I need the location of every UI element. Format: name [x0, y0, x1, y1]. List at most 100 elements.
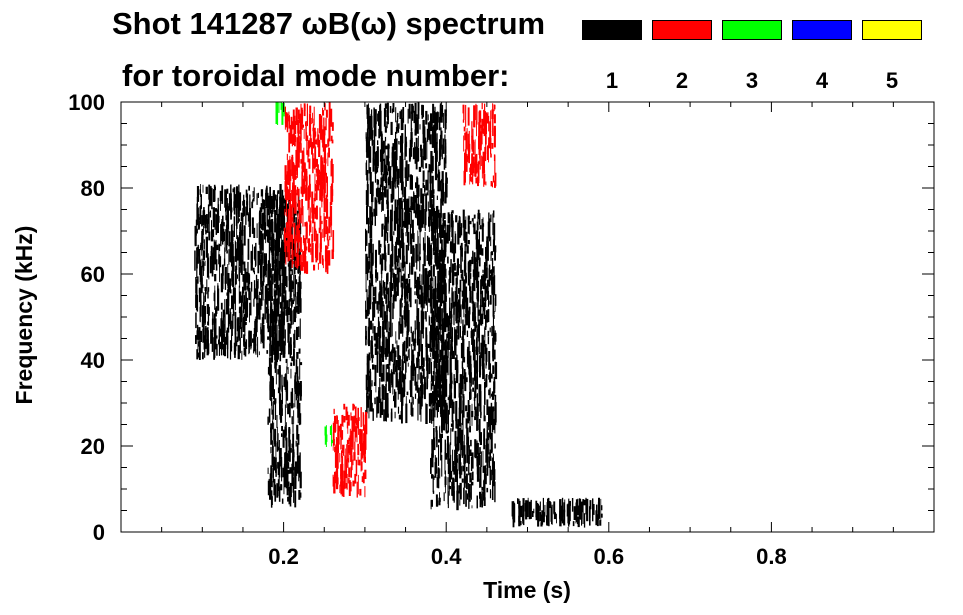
- spectral-mark-mode-1: [437, 216, 439, 229]
- spectral-mark-mode-1: [449, 217, 451, 229]
- spectral-mark-mode-2: [305, 221, 308, 237]
- spectral-mark-mode-1: [575, 499, 578, 522]
- spectral-mark-mode-2: [350, 412, 352, 421]
- spectral-mark-mode-1: [390, 276, 392, 284]
- spectral-mark-mode-1: [369, 283, 371, 305]
- spectral-mark-mode-1: [483, 479, 485, 501]
- spectral-mark-mode-2: [332, 474, 334, 487]
- spectral-mark-mode-1: [276, 415, 278, 428]
- spectral-mark-mode-1: [485, 379, 487, 386]
- spectral-mark-mode-1: [365, 300, 366, 313]
- spectral-mark-mode-1: [417, 230, 419, 248]
- spectral-mark-mode-1: [401, 282, 404, 297]
- spectral-mark-mode-1: [472, 339, 476, 361]
- spectral-mark-mode-1: [369, 248, 370, 270]
- spectral-mark-mode-1: [437, 343, 439, 364]
- legend-label-mode-2: 2: [675, 68, 689, 93]
- spectral-mark-mode-1: [410, 210, 412, 228]
- spectral-mark-mode-1: [378, 115, 382, 137]
- spectral-mark-mode-1: [559, 499, 562, 519]
- spectral-mark-mode-1: [261, 233, 264, 251]
- spectral-mark-mode-1: [485, 375, 488, 388]
- spectral-mark-mode-1: [389, 166, 392, 171]
- spectral-mark-mode-1: [466, 412, 469, 418]
- spectral-mark-mode-1: [270, 237, 273, 247]
- spectral-mark-mode-1: [243, 225, 246, 246]
- spectral-mark-mode-1: [393, 282, 395, 286]
- spectral-mark-mode-1: [442, 360, 445, 374]
- spectral-mark-mode-1: [198, 334, 200, 347]
- spectral-mark-mode-1: [459, 290, 461, 313]
- spectral-mark-mode-1: [384, 125, 387, 133]
- spectral-mark-mode-1: [414, 129, 417, 136]
- spectral-mark-mode-1: [371, 139, 374, 146]
- spectral-mark-mode-1: [209, 256, 212, 274]
- spectral-mark-mode-1: [242, 318, 245, 332]
- spectral-mark-mode-1: [236, 193, 239, 208]
- spectral-mark-mode-1: [291, 269, 293, 275]
- spectral-mark-mode-1: [248, 212, 250, 227]
- spectral-mark-mode-1: [458, 290, 460, 294]
- spectral-mark-mode-1: [272, 190, 275, 209]
- spectral-mark-mode-1: [465, 301, 468, 323]
- spectral-mark-mode-1: [441, 344, 444, 365]
- spectral-mark-mode-1: [472, 387, 474, 392]
- spectral-mark-mode-1: [271, 402, 273, 415]
- spectral-mark-mode-1: [291, 416, 293, 425]
- spectral-mark-mode-1: [435, 431, 437, 438]
- spectral-mark-mode-1: [455, 443, 457, 465]
- spectral-mark-mode-2: [312, 153, 314, 174]
- spectral-mark-mode-1: [417, 333, 419, 345]
- spectral-mark-mode-1: [207, 343, 210, 354]
- spectral-mark-mode-1: [466, 436, 469, 452]
- spectral-mark-mode-1: [442, 407, 444, 415]
- spectral-mark-mode-1: [385, 364, 387, 387]
- spectral-mark-mode-1: [376, 146, 379, 167]
- spectral-mark-mode-1: [481, 219, 483, 225]
- spectral-mark-mode-1: [279, 283, 281, 293]
- spectral-mark-mode-1: [426, 354, 429, 371]
- spectral-mark-mode-1: [223, 258, 226, 266]
- spectral-mark-mode-1: [369, 383, 372, 400]
- spectral-mark-mode-1: [230, 224, 233, 244]
- spectral-mark-mode-1: [281, 283, 284, 302]
- spectral-mark-mode-2: [465, 164, 466, 183]
- spectral-mark-mode-2: [352, 430, 354, 450]
- spectral-mark-mode-1: [280, 342, 283, 352]
- spectral-mark-mode-1: [433, 427, 435, 450]
- spectral-mark-mode-1: [242, 243, 244, 265]
- spectral-mark-mode-1: [475, 258, 478, 263]
- spectral-mark-mode-1: [384, 141, 386, 160]
- spectral-mark-mode-1: [394, 161, 396, 168]
- spectral-mark-mode-3: [275, 102, 278, 124]
- spectral-mark-mode-1: [389, 373, 391, 394]
- spectral-mark-mode-2: [364, 469, 367, 479]
- spectral-mark-mode-2: [301, 178, 304, 197]
- spectral-mark-mode-2: [318, 169, 320, 175]
- spectral-mark-mode-1: [494, 361, 496, 367]
- spectral-mark-mode-1: [232, 314, 234, 329]
- spectral-mark-mode-1: [451, 380, 453, 384]
- spectral-mark-mode-1: [277, 446, 279, 451]
- spectral-mark-mode-1: [239, 230, 242, 250]
- spectral-mark-mode-1: [453, 484, 455, 490]
- spectral-mark-mode-1: [252, 338, 255, 343]
- spectral-mark-mode-1: [276, 227, 279, 238]
- spectral-mark-mode-1: [218, 341, 220, 356]
- spectral-mark-mode-1: [211, 220, 212, 236]
- spectral-mark-mode-1: [450, 382, 452, 400]
- spectral-mark-mode-2: [475, 103, 477, 121]
- spectral-mark-mode-2: [311, 201, 313, 219]
- spectral-mark-mode-1: [483, 497, 486, 506]
- spectral-mark-mode-1: [445, 236, 447, 257]
- spectral-mark-mode-1: [467, 346, 469, 364]
- spectral-mark-mode-1: [445, 268, 447, 279]
- spectral-mark-mode-1: [436, 300, 439, 323]
- spectral-mark-mode-1: [469, 353, 470, 370]
- spectral-mark-mode-1: [404, 136, 407, 157]
- spectral-mark-mode-1: [468, 260, 470, 273]
- spectral-mark-mode-1: [249, 313, 250, 323]
- spectral-mark-mode-1: [408, 212, 410, 225]
- spectral-mark-mode-1: [283, 198, 286, 204]
- spectral-mark-mode-1: [279, 227, 282, 239]
